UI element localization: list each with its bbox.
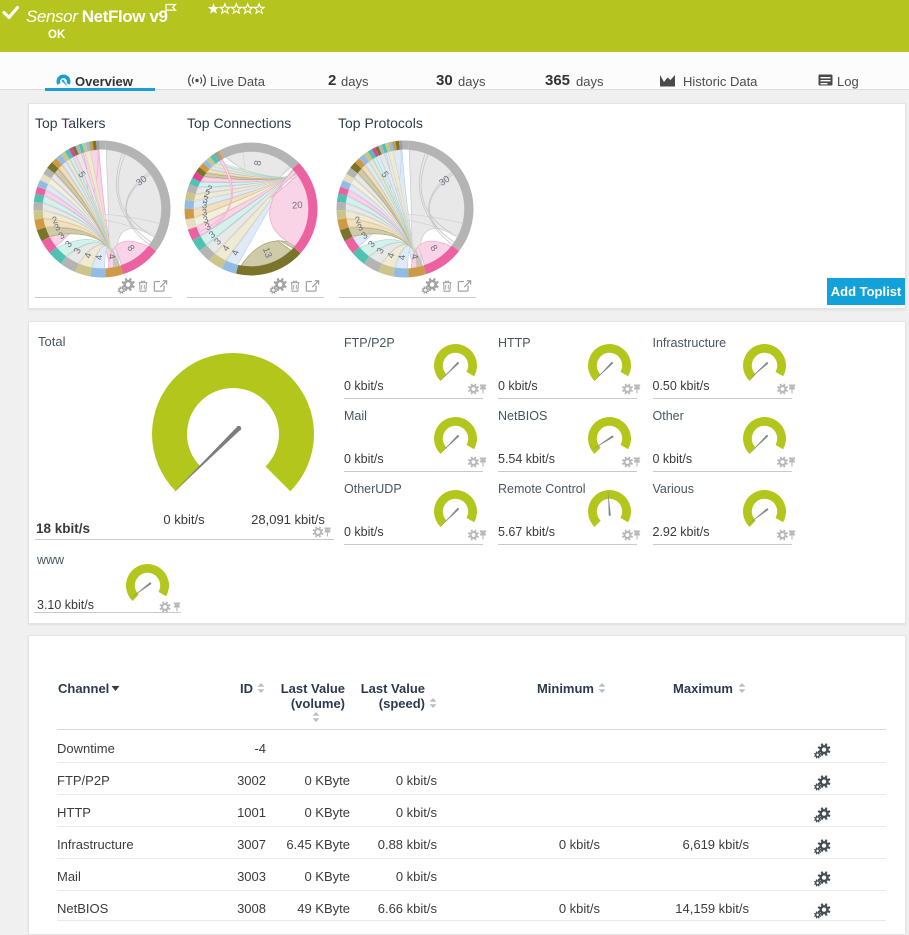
svg-text:3: 3 [72, 246, 84, 256]
svg-text:20: 20 [292, 200, 303, 212]
svg-text:3: 3 [375, 246, 387, 256]
svg-text:3: 3 [202, 200, 208, 211]
svg-text:3: 3 [202, 207, 208, 218]
svg-text:3: 3 [356, 222, 365, 234]
svg-text:8: 8 [124, 243, 136, 254]
svg-text:4: 4 [230, 249, 242, 258]
svg-text:8: 8 [252, 160, 264, 167]
svg-text:4: 4 [386, 252, 398, 260]
svg-text:3: 3 [204, 221, 213, 233]
svg-text:2: 2 [51, 215, 59, 227]
svg-text:3: 3 [212, 236, 224, 248]
svg-text:4: 4 [105, 253, 117, 260]
svg-text:3: 3 [53, 222, 62, 234]
svg-text:30: 30 [134, 174, 149, 189]
svg-text:4: 4 [397, 254, 408, 260]
svg-text:30: 30 [437, 174, 452, 189]
svg-text:3: 3 [207, 229, 218, 241]
svg-text:3: 3 [202, 214, 210, 226]
svg-text:3: 3 [360, 230, 371, 242]
svg-text:5: 5 [378, 169, 390, 180]
svg-text:3: 3 [57, 230, 68, 242]
svg-text:2: 2 [203, 189, 211, 201]
svg-text:13: 13 [260, 246, 274, 260]
svg-text:4: 4 [83, 252, 95, 260]
svg-text:2: 2 [354, 215, 362, 227]
svg-text:5: 5 [75, 169, 87, 180]
svg-text:8: 8 [427, 243, 439, 254]
svg-text:2: 2 [204, 183, 213, 195]
svg-text:4: 4 [408, 253, 420, 260]
svg-text:4: 4 [94, 254, 105, 260]
svg-text:3: 3 [63, 239, 75, 250]
svg-text:4: 4 [220, 243, 232, 253]
svg-text:3: 3 [366, 239, 378, 250]
svg-text:3: 3 [202, 194, 209, 206]
